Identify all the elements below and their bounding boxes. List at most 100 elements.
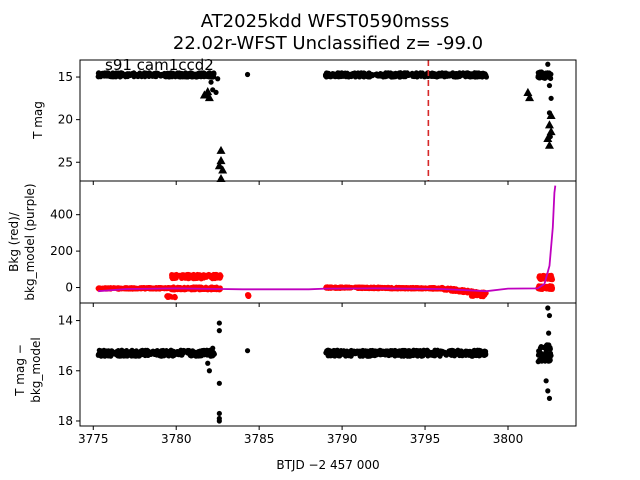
tmag-minus-bkg-point: [426, 352, 432, 358]
tmag-minus-bkg-point: [546, 395, 553, 401]
x-tick-label: 3780: [161, 432, 192, 446]
tmag-minus-bkg-point: [546, 330, 552, 336]
tmag-minus-bkg-point: [457, 348, 464, 354]
tmag-point: [341, 71, 347, 78]
bkg-point: [549, 276, 556, 283]
tmag-minus-bkg-point: [118, 349, 125, 356]
y-tick-label: 14: [58, 314, 73, 328]
tmag-minus-bkg-point: [474, 350, 480, 357]
tmag-minus-bkg-point: [546, 354, 552, 360]
tmag-minus-bkg-point: [97, 352, 104, 359]
x-axis-label: BTJD −2 457 000: [276, 458, 379, 472]
upper-limit-marker: [216, 173, 226, 183]
bkg-point: [549, 285, 556, 291]
tmag-minus-bkg-point: [244, 348, 251, 354]
chart-title-line1: AT2025kdd WFST0590msss: [201, 11, 449, 32]
tmag-minus-bkg-point: [216, 328, 222, 334]
tmag-point: [538, 69, 545, 75]
tmag-minus-bkg-point: [205, 360, 211, 366]
tmag-minus-bkg-point: [371, 352, 377, 358]
tmag-point: [142, 72, 148, 78]
bkg-point: [201, 272, 207, 278]
tmag-point: [462, 74, 469, 80]
tmag-minus-bkg-point: [447, 348, 453, 354]
tmag-minus-bkg-point: [150, 350, 157, 356]
tmag-minus-bkg-point: [324, 348, 330, 354]
y-tick-label: 16: [58, 364, 73, 378]
panel-background: 0 200 400: [50, 180, 577, 307]
upper-limit-marker: [216, 145, 226, 154]
bkg-point: [213, 275, 220, 281]
upper-limit-marker: [546, 127, 556, 136]
upper-limit-marker: [199, 90, 209, 99]
tmag-minus-bkg-point: [337, 350, 344, 356]
tmag-point: [390, 71, 396, 77]
tmag-point: [354, 70, 360, 77]
bkg-point: [478, 293, 484, 300]
bkg-point: [209, 276, 216, 282]
panel-tmag: 15 20 25: [58, 59, 577, 185]
bkg-point: [104, 285, 110, 291]
tmag-point: [435, 73, 441, 79]
tmag-point: [161, 72, 168, 79]
ylabel-top: T mag: [31, 101, 45, 140]
tmag-point: [418, 73, 424, 79]
ylabel-middle-line2: bkg_model (purple): [23, 183, 37, 300]
y-tick-label: 15: [58, 70, 73, 84]
y-tick-label: 400: [50, 208, 73, 222]
x-tick-label: 3800: [493, 432, 524, 446]
tmag-minus-bkg-point: [543, 343, 549, 349]
tmag-point: [195, 72, 202, 79]
upper-limit-marker: [523, 87, 533, 96]
tmag-point: [167, 71, 173, 78]
tmag-point: [545, 72, 552, 78]
tmag-point: [453, 70, 459, 77]
sector-label: s91 cam1ccd2: [105, 56, 214, 74]
tmag-minus-bkg-point: [410, 352, 416, 359]
tmag-minus-bkg-point: [378, 350, 384, 356]
tmag-minus-bkg-point: [174, 351, 181, 357]
ylabel-bottom-line1: T mag −: [13, 344, 27, 397]
panel-tmag-minus-bkg: 14 16 18 3775 3780 3785 3790 3795 3800: [58, 302, 577, 446]
tmag-minus-bkg-point: [542, 358, 548, 364]
tmag-point: [147, 72, 153, 78]
tmag-minus-bkg-point: [452, 348, 458, 355]
bkg-point: [183, 273, 189, 279]
tmag-minus-bkg-point: [546, 312, 553, 319]
tmag-point: [244, 71, 251, 78]
tmag-point: [424, 72, 431, 78]
tmag-minus-bkg-point: [545, 388, 551, 394]
tmag-point: [443, 73, 449, 79]
tmag-minus-bkg-point: [364, 348, 370, 354]
tmag-point: [113, 70, 119, 76]
y-tick-label: 200: [50, 244, 73, 258]
tmag-minus-bkg-point: [537, 358, 543, 364]
tmag-point: [101, 72, 107, 78]
tmag-point: [131, 70, 137, 76]
tmag-minus-bkg-point: [547, 358, 553, 364]
bkg-point: [470, 293, 476, 299]
tmag-minus-bkg-point: [331, 349, 337, 355]
tmag-minus-bkg-point: [417, 349, 423, 355]
tmag-point: [105, 71, 111, 77]
tmag-minus-bkg-point: [459, 353, 465, 359]
bkg-point: [544, 283, 550, 289]
tmag-point: [545, 61, 551, 67]
upper-limit-marker: [214, 161, 224, 170]
bkg-model-line: [98, 185, 557, 293]
tmag-minus-bkg-point: [343, 350, 350, 356]
ylabel-bottom-line2: bkg_model: [29, 337, 43, 403]
tmag-point: [350, 71, 356, 77]
tmag-minus-bkg-point: [545, 305, 551, 311]
bkg-point: [245, 293, 251, 299]
upper-limit-marker: [218, 165, 228, 174]
tmag-point: [548, 95, 554, 101]
tmag-minus-bkg-point: [543, 378, 549, 384]
tmag-point: [365, 74, 372, 80]
tmag-point: [208, 79, 214, 85]
bkg-point: [536, 273, 542, 280]
tmag-minus-bkg-point: [384, 348, 390, 354]
bkg-point: [173, 274, 179, 280]
tmag-point: [386, 71, 392, 78]
tmag-point: [536, 73, 542, 79]
